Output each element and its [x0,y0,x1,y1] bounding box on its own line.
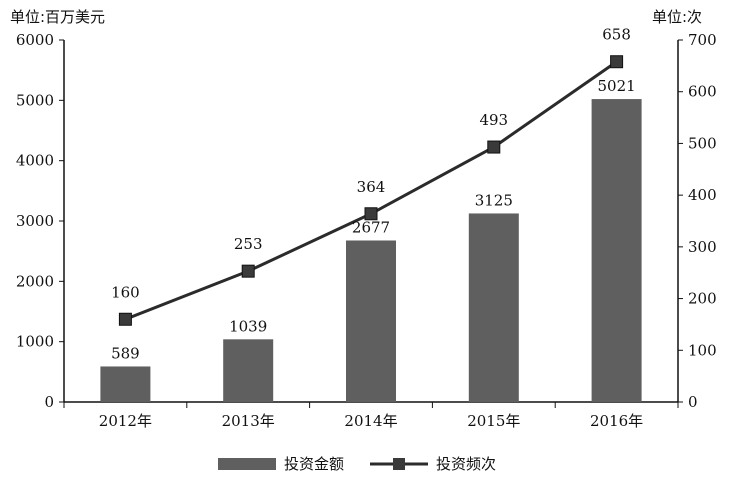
right-tick-label: 700 [688,31,717,49]
line-value-label: 253 [234,235,263,253]
bar-value-label: 589 [111,344,140,362]
right-axis-unit: 单位:次 [652,8,702,26]
left-tick-label: 4000 [16,152,54,170]
x-tick-label: 2013年 [222,412,275,430]
legend: 投资金额 投资频次 [218,455,496,473]
bar [100,366,151,402]
legend-line-label: 投资频次 [436,455,496,473]
line-value-label: 160 [111,283,140,301]
legend-bar-swatch [218,458,276,470]
right-tick-label: 400 [688,186,717,204]
plot-area: 0 1000 2000 3000 4000 5000 6000 0 100 200 300 400 50… [16,26,717,430]
bar-value-label: 3125 [475,191,513,209]
left-tick-label: 0 [44,393,54,411]
left-tick-label: 5000 [16,91,54,109]
left-axis-unit: 单位:百万美元 [10,8,105,26]
right-tick-label: 0 [688,393,698,411]
line-marker [610,55,624,69]
bar [468,213,519,402]
bar-value-label: 2677 [352,218,390,236]
legend-bar-label: 投资金额 [284,455,344,473]
right-tick-label: 100 [688,341,717,359]
line-value-label: 493 [479,111,508,129]
line-marker [118,312,132,326]
bar [346,240,396,402]
right-tick-label: 200 [688,290,717,308]
right-tick-label: 600 [688,83,717,101]
left-tick-label: 6000 [16,31,54,49]
left-tick-label: 2000 [16,272,54,290]
line-marker [241,264,255,278]
bar-value-label: 5021 [598,77,636,95]
x-tick-label: 2014年 [344,412,397,430]
legend-line-marker [393,458,405,470]
line-marker [487,140,501,154]
x-tick-label: 2012年 [99,412,152,430]
line-value-label: 364 [357,178,386,196]
left-tick-label: 3000 [16,212,54,230]
x-tick-label: 2015年 [467,412,520,430]
right-tick-label: 300 [688,238,717,256]
left-tick-label: 1000 [16,333,54,351]
x-tick-label: 2016年 [590,412,643,430]
line-value-label: 658 [602,26,631,44]
bar [223,339,274,402]
bar [591,99,642,402]
right-tick-label: 500 [688,134,717,152]
line-marker [364,207,378,221]
bar-value-label: 1039 [229,317,267,335]
